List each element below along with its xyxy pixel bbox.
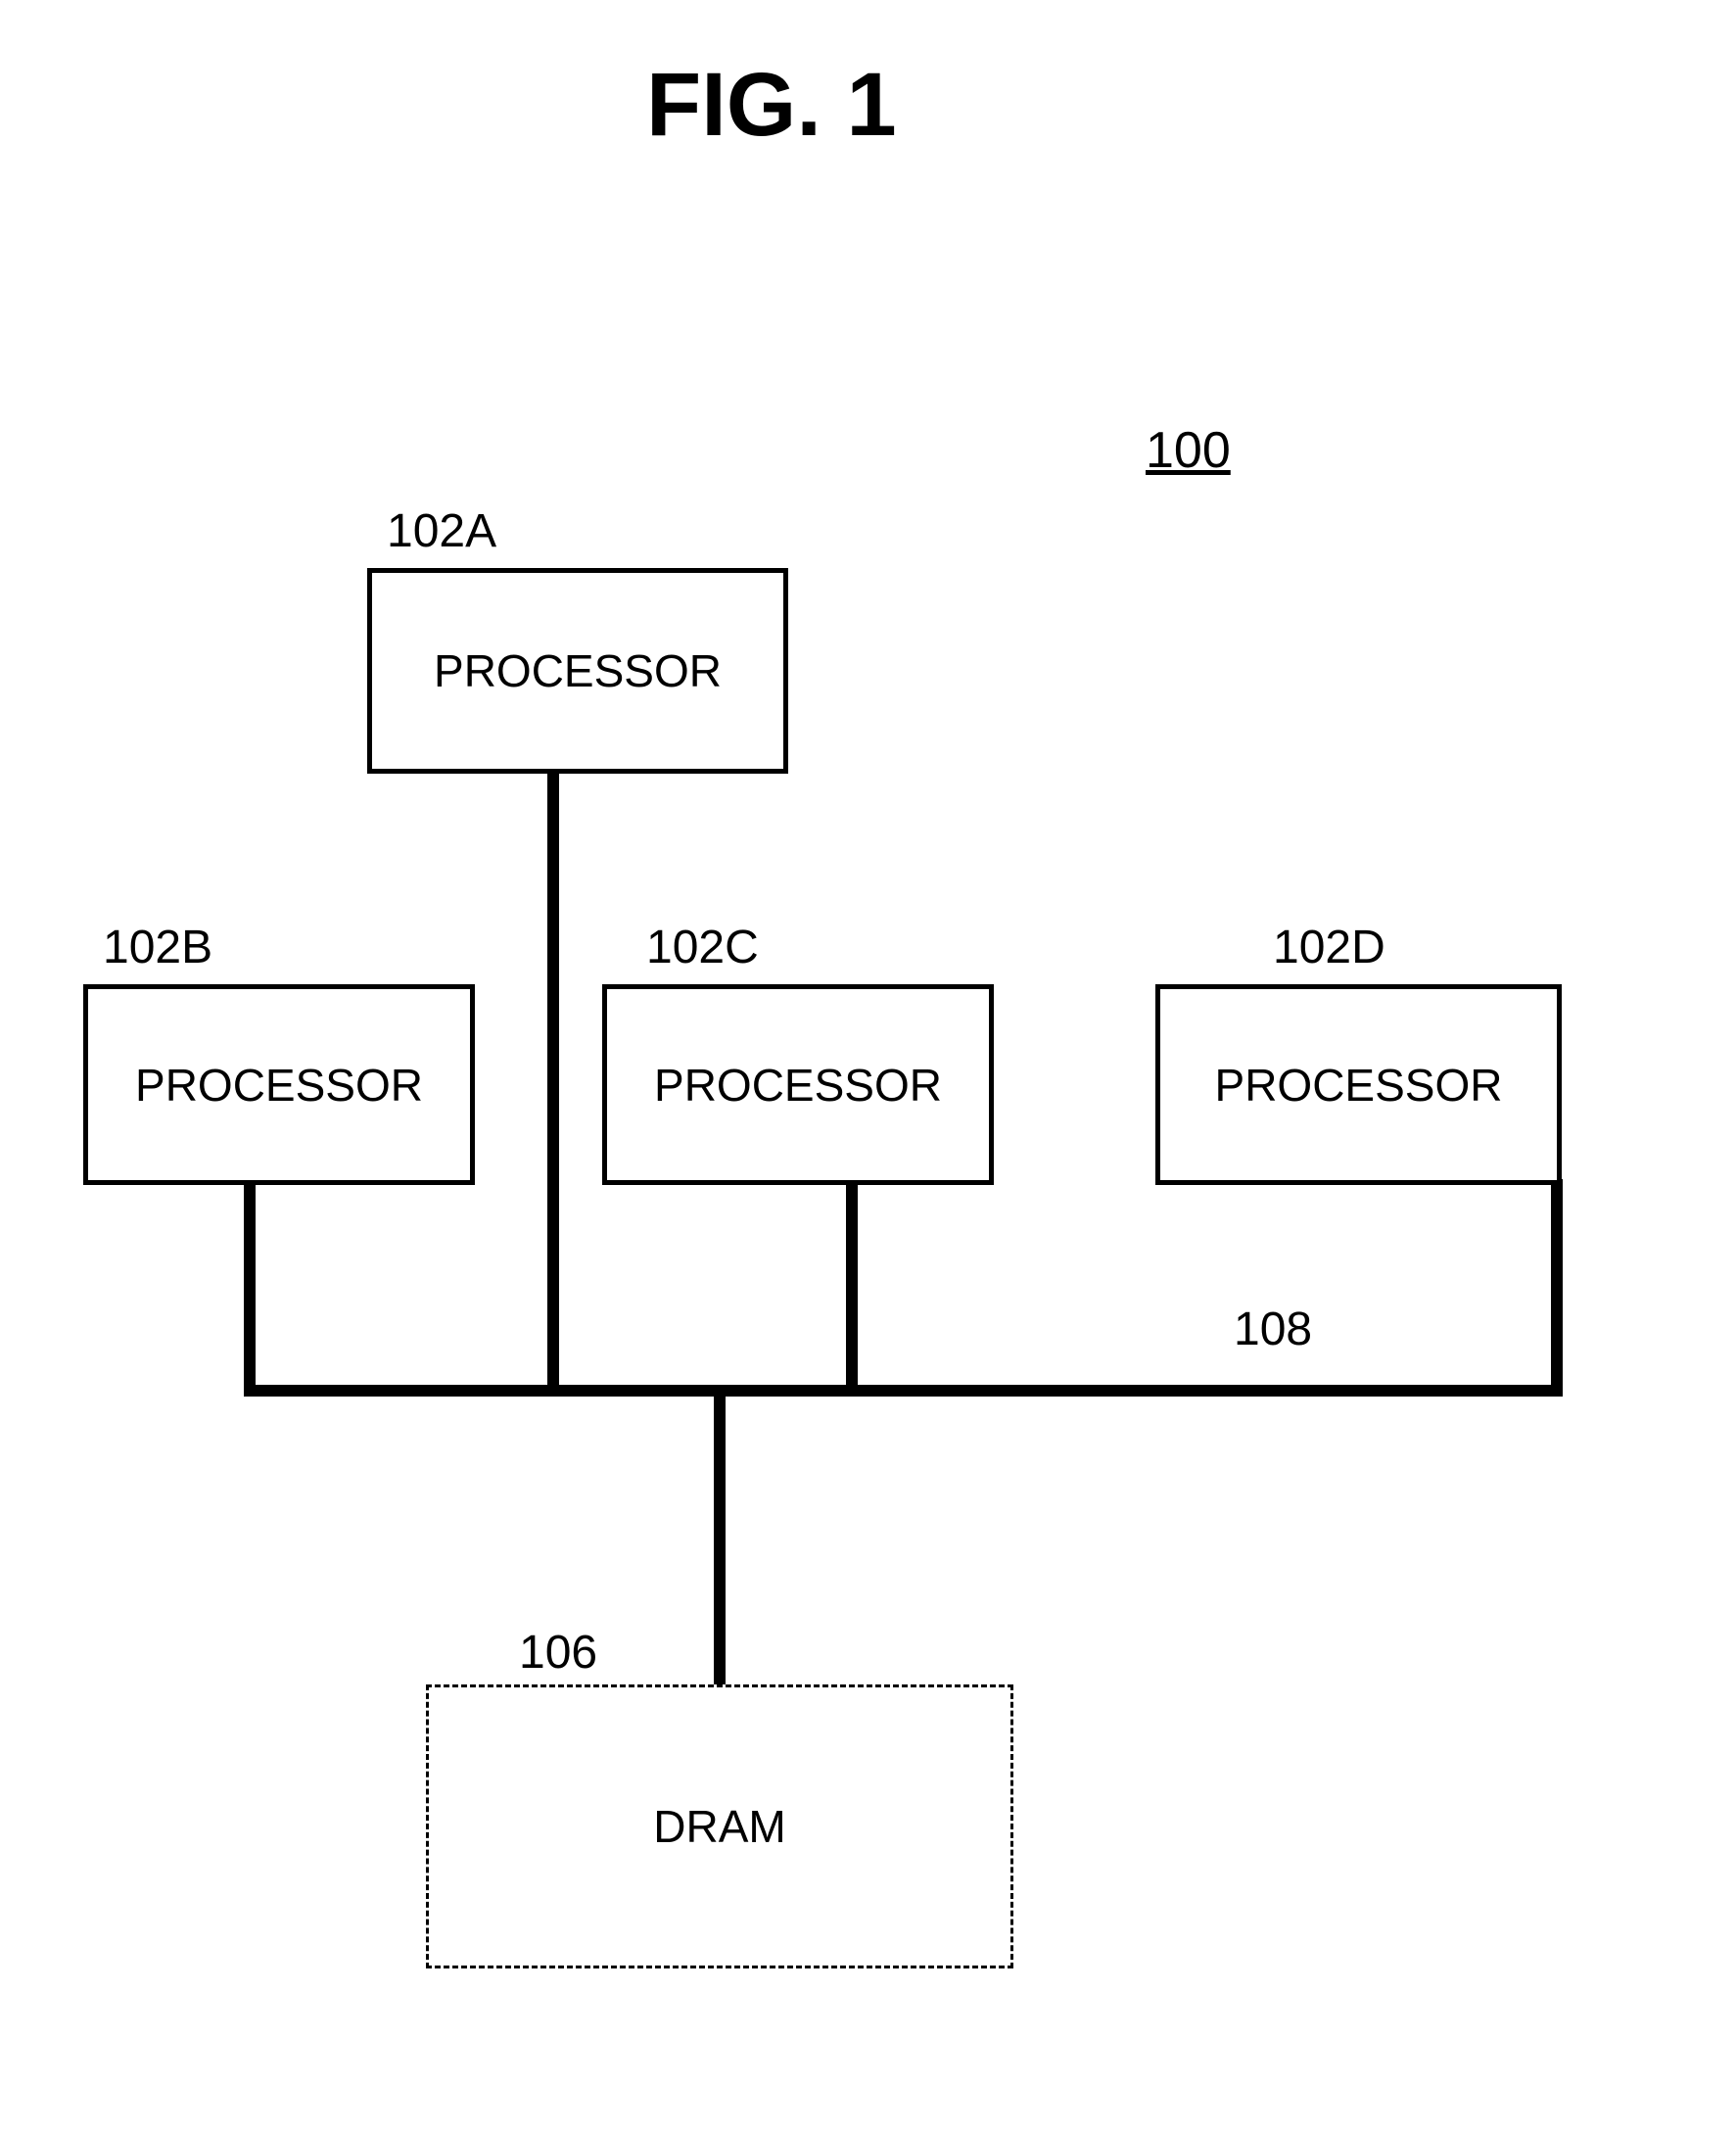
bus-ref-label: 108	[1234, 1303, 1312, 1356]
proc-a-block: PROCESSOR	[367, 568, 788, 774]
dram-label: DRAM	[653, 1800, 785, 1853]
proc-d-label: PROCESSOR	[1215, 1059, 1503, 1112]
proc-b-label: PROCESSOR	[135, 1059, 423, 1112]
dram-block: DRAM	[426, 1684, 1013, 1968]
proc-b-ref: 102B	[103, 921, 212, 974]
proc-c-ref: 102C	[646, 921, 759, 974]
proc-a-label: PROCESSOR	[434, 644, 722, 697]
dram-ref: 106	[519, 1626, 597, 1680]
proc-d-ref: 102D	[1273, 921, 1385, 974]
proc-a-ref: 102A	[387, 504, 496, 558]
proc-d-block: PROCESSOR	[1155, 984, 1562, 1185]
proc-c-label: PROCESSOR	[654, 1059, 942, 1112]
proc-b-block: PROCESSOR	[83, 984, 475, 1185]
proc-c-block: PROCESSOR	[602, 984, 994, 1185]
diagram-canvas: FIG. 1 100 102A PROCESSOR 102B PROCESSOR…	[0, 0, 1736, 2133]
